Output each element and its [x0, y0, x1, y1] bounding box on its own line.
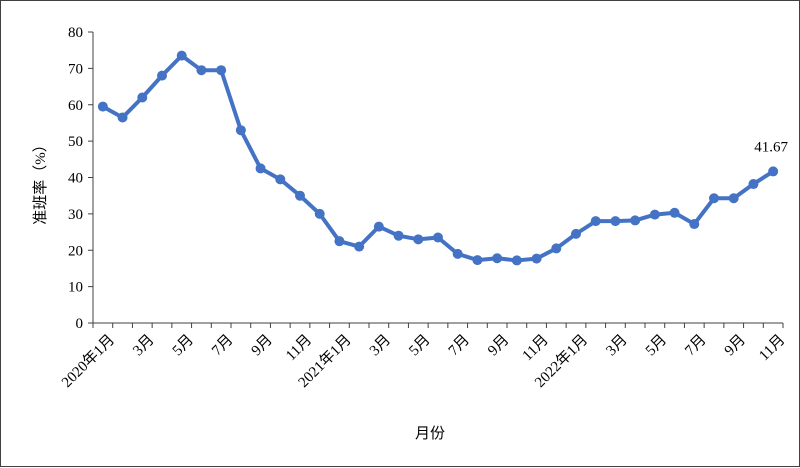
data-point: [610, 216, 621, 227]
data-point: [511, 255, 522, 266]
y-tick-label: 60: [68, 98, 83, 114]
x-tick-label: 9月: [722, 332, 749, 359]
data-point: [275, 174, 286, 185]
y-tick-label: 0: [76, 316, 84, 332]
x-axis-title: 月份: [415, 425, 445, 442]
data-point: [97, 101, 108, 112]
data-point: [531, 253, 542, 264]
data-point: [689, 219, 700, 230]
x-tick-label: 7月: [682, 332, 709, 359]
data-point: [472, 255, 483, 266]
y-tick-label: 70: [68, 61, 83, 77]
data-point: [768, 166, 779, 177]
data-point: [728, 193, 739, 204]
data-point: [295, 190, 305, 201]
y-axis-title: 准班率（%）: [32, 137, 49, 225]
x-tick-label: 3月: [367, 332, 394, 359]
x-tick-label: 7月: [209, 332, 236, 359]
x-tick-label: 9月: [249, 332, 276, 359]
series-line: [100, 53, 776, 263]
y-tick-label: 40: [68, 171, 83, 187]
data-point: [630, 215, 641, 226]
data-point: [255, 163, 266, 174]
data-point: [551, 243, 562, 254]
y-tick-label: 10: [68, 280, 83, 296]
annotations-group: 41.67: [754, 139, 788, 155]
y-tick-label: 30: [68, 207, 83, 223]
data-point: [216, 65, 227, 76]
data-point: [571, 228, 581, 239]
x-tick-label: 3月: [603, 332, 630, 359]
data-label: 41.67: [754, 139, 788, 155]
x-tick-label: 11月: [283, 332, 315, 364]
data-point: [669, 207, 680, 218]
y-tick-label: 50: [68, 134, 83, 150]
data-point: [649, 209, 660, 220]
y-tick-label: 80: [68, 25, 83, 41]
data-point: [117, 112, 128, 123]
data-point: [492, 253, 503, 264]
y-tick-label: 20: [68, 243, 83, 259]
data-point: [354, 241, 365, 252]
data-point: [373, 221, 384, 232]
data-point: [452, 248, 463, 259]
x-tick-label: 2020年1月: [58, 331, 118, 391]
x-tick-label: 5月: [170, 332, 197, 359]
data-point: [709, 193, 719, 204]
x-tick-label: 5月: [406, 332, 433, 359]
data-point: [196, 65, 207, 76]
data-point: [157, 70, 167, 81]
data-point: [176, 50, 187, 61]
data-point: [413, 234, 424, 245]
data-point: [137, 92, 148, 103]
x-tick-label: 7月: [446, 332, 473, 359]
data-point: [314, 208, 325, 219]
x-tick-label: 5月: [643, 332, 670, 359]
y-axis-ticks: 0 10 20 30 40 50 60 70 80: [68, 25, 93, 332]
data-point: [334, 236, 345, 247]
data-point: [393, 230, 404, 241]
x-tick-label: 3月: [130, 332, 157, 359]
data-point: [748, 179, 759, 190]
x-tick-label: 11月: [756, 332, 788, 364]
series-group: [97, 50, 779, 266]
data-point: [235, 125, 246, 136]
x-tick-label: 11月: [520, 332, 552, 364]
x-tick-label: 9月: [485, 332, 512, 359]
data-point: [433, 232, 443, 243]
data-point: [590, 216, 601, 227]
